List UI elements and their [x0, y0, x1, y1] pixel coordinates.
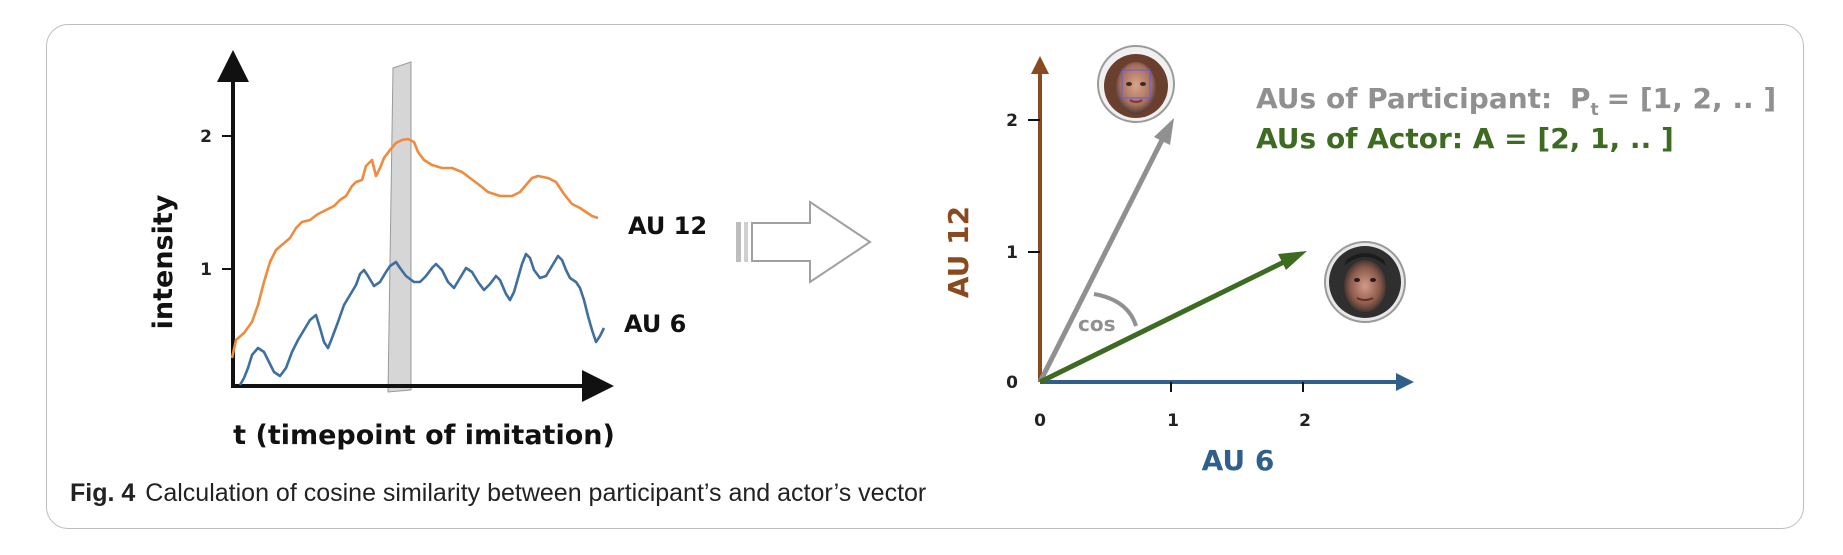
right-y-tick-1: 1	[1006, 243, 1018, 263]
participant-legend-vector: = [1, 2, .. ]	[1607, 82, 1777, 115]
right-y-tick-0: 0	[1006, 373, 1018, 393]
right-y-tick-2: 2	[1006, 111, 1018, 131]
highlight-time-window	[387, 61, 412, 393]
participant-legend-text: AUs of Participant:	[1256, 82, 1552, 115]
right-y-axis-label: AU 12	[942, 206, 975, 298]
right-y-axis-arrowhead	[1031, 56, 1049, 74]
left-y-tick-1: 1	[200, 260, 212, 280]
figure-caption-text: Calculation of cosine similarity between…	[145, 479, 927, 507]
au6-curve	[238, 252, 606, 386]
participant-legend: AUs of Participant: Pt = [1, 2, .. ]	[1256, 82, 1776, 120]
figure-frame	[46, 24, 1804, 529]
right-x-tick-1: 1	[1167, 411, 1179, 431]
right-x-axis-arrowhead	[1396, 373, 1414, 391]
figure-caption-label: Fig. 4	[70, 479, 136, 507]
left-y-tick-2: 2	[200, 127, 212, 147]
right-x-axis-label: AU 6	[1202, 444, 1275, 477]
right-x-tick-0: 0	[1034, 411, 1046, 431]
right-plot: 0 1 2 0 1 2 cos AU 6 AU 12 AUs of Partic…	[942, 45, 1776, 477]
transition-arrow	[736, 200, 872, 284]
actor-legend: AUs of Actor: A = [2, 1, .. ]	[1256, 122, 1674, 155]
actor-face-photo	[1324, 241, 1406, 323]
au6-label: AU 6	[624, 310, 686, 338]
participant-vector-arrowhead	[1154, 118, 1174, 145]
participant-legend-symbol: P	[1570, 82, 1591, 115]
au12-label: AU 12	[628, 212, 707, 240]
participant-vector	[1037, 134, 1167, 384]
au12-curve	[230, 137, 599, 359]
cosine-angle-arc	[1093, 292, 1138, 327]
left-plot: 2 1 intensity t (timepoint of imitation)…	[148, 50, 707, 451]
actor-vector	[1038, 257, 1290, 385]
participant-face-photo	[1097, 45, 1175, 123]
left-x-axis-label: t (timepoint of imitation)	[233, 420, 615, 451]
participant-legend-subscript: t	[1591, 100, 1599, 120]
figure-caption: Fig. 4 Calculation of cosine similarity b…	[70, 479, 926, 508]
actor-vector-arrowhead	[1278, 251, 1307, 270]
right-x-tick-2: 2	[1299, 411, 1311, 431]
left-y-axis-label: intensity	[148, 194, 179, 329]
cosine-angle-label: cos	[1078, 312, 1116, 336]
